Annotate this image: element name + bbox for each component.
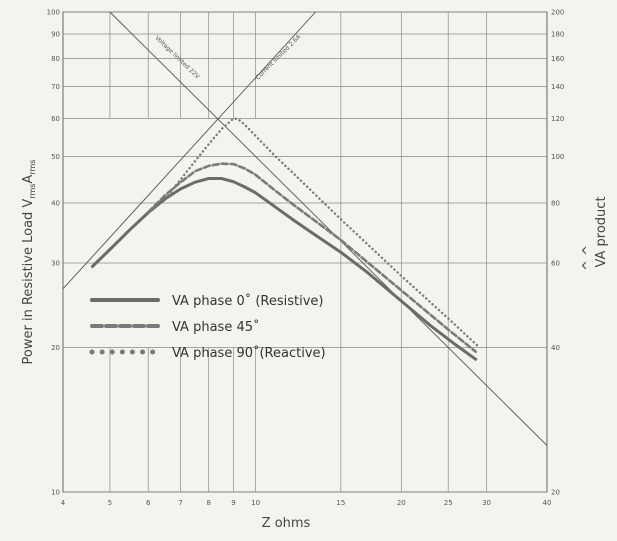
y-right-tick-label: 60 bbox=[551, 259, 560, 267]
y-axis-title: Power in Resistive Load VrmsArms bbox=[21, 160, 37, 365]
voltage-limit-line bbox=[109, 11, 548, 446]
current-limit-label: Current limited 2.6A bbox=[254, 33, 303, 82]
x-tick-label: 4 bbox=[61, 499, 66, 507]
y-tick-label: 50 bbox=[51, 153, 60, 161]
y-tick-label: 20 bbox=[51, 344, 60, 352]
series-line-0 bbox=[90, 177, 478, 361]
x-tick-label: 25 bbox=[444, 499, 453, 507]
y-right-tick-label: 40 bbox=[551, 344, 560, 352]
y-right-tick-label: 20 bbox=[551, 489, 560, 497]
x-tick-label: 9 bbox=[231, 499, 235, 507]
x-tick-label: 30 bbox=[482, 499, 491, 507]
legend: VA phase 0˚ (Resistive) VA phase 45˚ VA ph… bbox=[89, 293, 326, 361]
y-tick-label: 10 bbox=[51, 489, 60, 497]
current-limit-line bbox=[62, 11, 316, 290]
y-right-axis-title: VA product bbox=[594, 196, 609, 267]
x-tick-label: 7 bbox=[178, 499, 182, 507]
y-right-tick-label: 80 bbox=[551, 200, 560, 208]
x-tick-label: 40 bbox=[543, 499, 552, 507]
axis-titles: Z ohms Power in Resistive Load VrmsArms VA… bbox=[21, 160, 609, 531]
legend-label-2: VA phase 90˚(Reactive) bbox=[172, 345, 326, 361]
x-tick-label: 20 bbox=[397, 499, 406, 507]
y-right-tick-label: 100 bbox=[551, 153, 564, 161]
y-tick-label: 40 bbox=[51, 200, 60, 208]
y-tick-label: 60 bbox=[51, 115, 60, 123]
x-axis-title: Z ohms bbox=[262, 516, 311, 531]
voltage-limit-label: Voltage limited 22V bbox=[154, 35, 202, 81]
y-tick-label: 70 bbox=[51, 83, 60, 91]
y-right-tick-label: 200 bbox=[551, 9, 564, 17]
legend-label-1: VA phase 45˚ bbox=[172, 319, 260, 335]
x-tick-label: 8 bbox=[206, 499, 210, 507]
series-lines bbox=[90, 117, 481, 361]
legend-label-0: VA phase 0˚ (Resistive) bbox=[172, 293, 324, 309]
y-right-axis-hat: ^ ^ bbox=[581, 245, 596, 271]
y-tick-label: 80 bbox=[51, 55, 60, 63]
y-right-tick-label: 180 bbox=[551, 30, 564, 38]
series-line-1 bbox=[146, 162, 477, 353]
series-line-2 bbox=[167, 117, 481, 349]
x-tick-label: 10 bbox=[251, 499, 260, 507]
plot-frame bbox=[62, 11, 548, 493]
y-right-tick-label: 140 bbox=[551, 83, 564, 91]
y-right-tick-label: 120 bbox=[551, 115, 564, 123]
y-tick-label: 90 bbox=[51, 30, 60, 38]
y-tick-label: 100 bbox=[47, 9, 60, 17]
y-right-tick-label: 160 bbox=[551, 55, 564, 63]
tick-labels: 4 5 6 7 8 9 10 15 20 25 30 40 10 20 30 40 50 60 70 80 90 100 2… bbox=[47, 9, 565, 508]
x-tick-label: 5 bbox=[108, 499, 112, 507]
x-tick-label: 6 bbox=[146, 499, 151, 507]
grid bbox=[62, 11, 548, 493]
x-tick-label: 15 bbox=[336, 499, 345, 507]
y-tick-label: 30 bbox=[51, 259, 60, 267]
